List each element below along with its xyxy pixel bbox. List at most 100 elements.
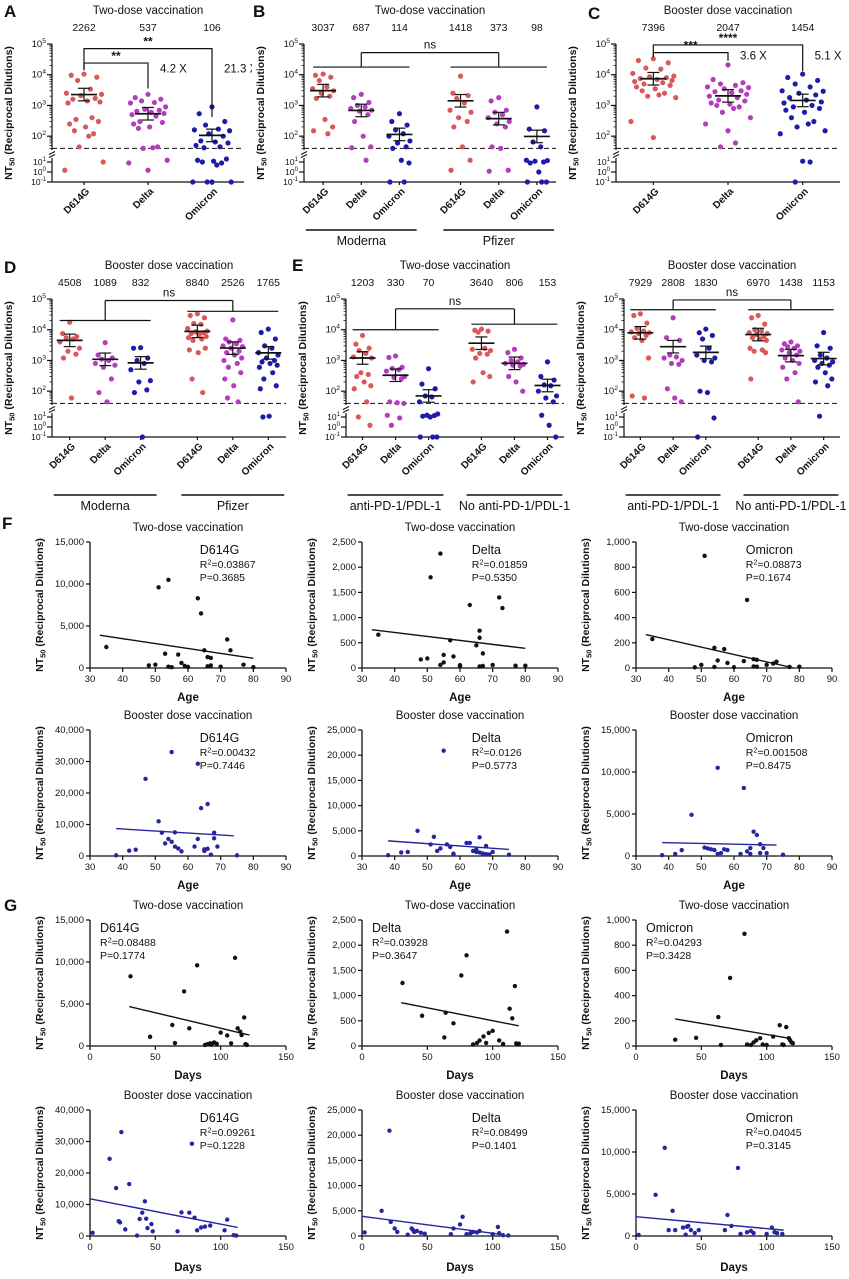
svg-text:0: 0 bbox=[633, 1242, 638, 1253]
svg-text:NT50 (Reciprocal Dilutions): NT50 (Reciprocal Dilutions) bbox=[306, 916, 320, 1050]
svg-text:NT50 (Reciprocal Dilutions): NT50 (Reciprocal Dilutions) bbox=[297, 301, 311, 435]
svg-text:20,000: 20,000 bbox=[55, 788, 84, 799]
svg-text:NT50 (Reciprocal Dilutions): NT50 (Reciprocal Dilutions) bbox=[567, 46, 581, 180]
svg-text:Pfizer: Pfizer bbox=[483, 234, 515, 248]
svg-text:50: 50 bbox=[422, 1052, 433, 1063]
svg-text:30: 30 bbox=[631, 862, 642, 873]
svg-text:Days: Days bbox=[174, 1070, 202, 1082]
svg-text:Delta: Delta bbox=[472, 543, 501, 557]
svg-text:90: 90 bbox=[553, 862, 564, 873]
svg-text:D614G: D614G bbox=[100, 921, 140, 935]
svg-text:R2=0.03928: R2=0.03928 bbox=[372, 936, 428, 950]
svg-text:Two-dose vaccination: Two-dose vaccination bbox=[93, 5, 204, 17]
svg-text:Age: Age bbox=[449, 880, 471, 892]
svg-text:0: 0 bbox=[79, 1231, 84, 1242]
svg-text:8840: 8840 bbox=[186, 277, 210, 289]
svg-text:832: 832 bbox=[132, 277, 150, 289]
svg-text:0: 0 bbox=[625, 851, 630, 862]
svg-text:103: 103 bbox=[284, 99, 299, 111]
svg-text:600: 600 bbox=[614, 965, 630, 976]
scatter-days-booster-omicron: Booster dose vaccination 0 50 100 150 0 5,000 1… bbox=[576, 1086, 842, 1276]
svg-text:400: 400 bbox=[614, 991, 630, 1002]
svg-text:7929: 7929 bbox=[629, 277, 653, 289]
svg-text:4508: 4508 bbox=[58, 277, 82, 289]
svg-text:NT50 (Reciprocal Dilutions): NT50 (Reciprocal Dilutions) bbox=[34, 916, 48, 1050]
svg-text:0: 0 bbox=[351, 1041, 356, 1052]
svg-text:103: 103 bbox=[32, 99, 47, 111]
svg-text:**: ** bbox=[111, 49, 121, 63]
svg-text:20,000: 20,000 bbox=[327, 750, 356, 761]
svg-text:103: 103 bbox=[32, 354, 47, 366]
svg-text:50: 50 bbox=[422, 1242, 433, 1253]
svg-text:**: ** bbox=[143, 35, 153, 49]
svg-text:90: 90 bbox=[827, 862, 838, 873]
svg-text:D614G: D614G bbox=[459, 441, 489, 471]
svg-text:Two-dose vaccination: Two-dose vaccination bbox=[679, 900, 790, 912]
svg-text:Delta: Delta bbox=[131, 186, 156, 211]
svg-text:anti-PD-1/PDL-1: anti-PD-1/PDL-1 bbox=[350, 499, 442, 513]
svg-text:No anti-PD-1/PDL-1: No anti-PD-1/PDL-1 bbox=[459, 499, 570, 513]
svg-text:50: 50 bbox=[696, 1242, 707, 1253]
svg-text:Delta: Delta bbox=[372, 921, 401, 935]
svg-text:P=0.7446: P=0.7446 bbox=[200, 760, 245, 772]
svg-text:105: 105 bbox=[604, 293, 619, 305]
svg-text:80: 80 bbox=[520, 862, 531, 873]
scatter-days-twodose-omicron: Two-dose vaccination 0 50 100 150 0 200 400 600 8… bbox=[576, 896, 842, 1084]
svg-text:0: 0 bbox=[351, 663, 356, 674]
svg-text:40: 40 bbox=[389, 674, 400, 685]
svg-text:50: 50 bbox=[150, 674, 161, 685]
svg-text:600: 600 bbox=[614, 587, 630, 598]
svg-text:1438: 1438 bbox=[779, 277, 803, 289]
svg-text:90: 90 bbox=[827, 674, 838, 685]
svg-text:Delta: Delta bbox=[216, 441, 241, 466]
svg-text:1830: 1830 bbox=[694, 277, 718, 289]
svg-text:80: 80 bbox=[520, 674, 531, 685]
svg-text:0: 0 bbox=[79, 1041, 84, 1052]
svg-text:Delta: Delta bbox=[379, 441, 404, 466]
svg-text:R2=0.08499: R2=0.08499 bbox=[472, 1126, 528, 1140]
svg-text:103: 103 bbox=[596, 99, 611, 111]
svg-text:Delta: Delta bbox=[472, 1111, 501, 1125]
svg-text:R2=0.01859: R2=0.01859 bbox=[472, 558, 528, 572]
svg-text:150: 150 bbox=[824, 1242, 840, 1253]
svg-text:Pfizer: Pfizer bbox=[217, 499, 249, 513]
svg-text:100: 100 bbox=[33, 166, 46, 177]
svg-text:10,000: 10,000 bbox=[55, 957, 84, 968]
svg-text:2047: 2047 bbox=[716, 22, 740, 34]
svg-text:1,500: 1,500 bbox=[332, 965, 356, 976]
svg-text:5,000: 5,000 bbox=[606, 809, 630, 820]
svg-text:P=0.1228: P=0.1228 bbox=[200, 1140, 245, 1152]
scatter-days-booster-d614g: Booster dose vaccination 0 50 100 150 0 10,000… bbox=[30, 1086, 296, 1276]
svg-text:50: 50 bbox=[150, 1242, 161, 1253]
svg-text:50: 50 bbox=[696, 1052, 707, 1063]
svg-text:D614G: D614G bbox=[200, 543, 240, 557]
scatter-age-booster-delta: Booster dose vaccination 30 40 50 60 70 80 90 0 5… bbox=[302, 706, 568, 894]
svg-text:373: 373 bbox=[490, 22, 508, 34]
svg-text:R2=0.08873: R2=0.08873 bbox=[746, 558, 802, 572]
svg-text:60: 60 bbox=[729, 862, 740, 873]
svg-text:90: 90 bbox=[281, 674, 292, 685]
svg-text:70: 70 bbox=[215, 674, 226, 685]
svg-text:30: 30 bbox=[357, 674, 368, 685]
svg-text:2,500: 2,500 bbox=[332, 915, 356, 926]
scatter-age-twodose-delta: Two-dose vaccination 30 40 50 60 70 80 90 0 500 1,… bbox=[302, 518, 568, 706]
svg-text:Delta: Delta bbox=[482, 186, 507, 211]
svg-text:Omicron: Omicron bbox=[746, 731, 793, 745]
svg-text:400: 400 bbox=[614, 613, 630, 624]
svg-text:5,000: 5,000 bbox=[332, 1206, 356, 1217]
svg-text:40: 40 bbox=[117, 862, 128, 873]
svg-text:100: 100 bbox=[285, 166, 298, 177]
svg-text:Booster dose vaccination: Booster dose vaccination bbox=[670, 710, 799, 722]
svg-text:0: 0 bbox=[87, 1052, 92, 1063]
panel-g-label: G bbox=[4, 896, 18, 915]
svg-text:NT50 (Reciprocal Dilutions): NT50 (Reciprocal Dilutions) bbox=[306, 726, 320, 860]
svg-text:4.2 X: 4.2 X bbox=[160, 63, 187, 75]
svg-text:D614G: D614G bbox=[175, 441, 205, 471]
svg-text:Age: Age bbox=[449, 692, 471, 704]
svg-text:NT50 (Reciprocal Dilutions): NT50 (Reciprocal Dilutions) bbox=[306, 1106, 320, 1240]
svg-text:10,000: 10,000 bbox=[55, 820, 84, 831]
svg-text:NT50 (Reciprocal Dilutions): NT50 (Reciprocal Dilutions) bbox=[580, 538, 594, 672]
svg-text:Omicron: Omicron bbox=[774, 186, 811, 223]
svg-text:537: 537 bbox=[139, 22, 157, 34]
svg-text:40: 40 bbox=[663, 862, 674, 873]
